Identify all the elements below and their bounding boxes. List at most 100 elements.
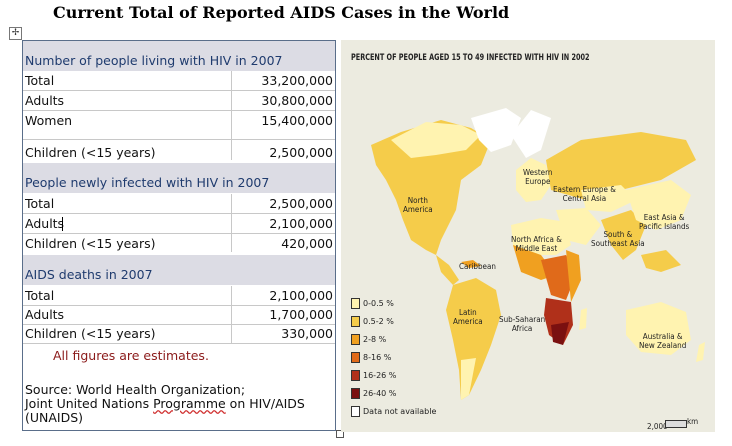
region-label-eastern-europe: Eastern Europe & Central Asia (553, 185, 616, 203)
section-header-label: People newly infected with HIV in 2007 (25, 175, 270, 190)
column-divider (231, 194, 232, 252)
south-america-south (461, 358, 476, 400)
legend-label: 26-40 % (363, 389, 397, 398)
central-america-landmass (436, 255, 459, 285)
aids-statistics-table: Number of people living with HIV in 2007… (22, 40, 336, 431)
legend-label: 0.5-2 % (363, 317, 394, 326)
region-label-western-europe: Western Europe (523, 168, 553, 186)
south-africa-core (551, 322, 569, 345)
table-move-handle-icon[interactable]: ✢ (9, 27, 22, 40)
row-label: Adults (25, 307, 65, 322)
section-header-label: AIDS deaths in 2007 (25, 267, 153, 282)
row-label: Adults (25, 93, 65, 108)
page-title: Current Total of Reported AIDS Cases in … (53, 3, 510, 22)
greenland-landmass (471, 108, 521, 152)
region-label-south-asia: South & Southeast Asia (591, 230, 645, 248)
legend-swatch (351, 316, 360, 327)
source-text: Joint United Nations (25, 396, 154, 411)
south-asia-landmass (601, 210, 646, 260)
row-label: Total (25, 288, 55, 303)
row-value: 330,000 (281, 326, 333, 341)
row-value: 420,000 (281, 236, 333, 251)
row-label: Adults (25, 216, 65, 231)
legend-label: 0-0.5 % (363, 299, 394, 308)
row-label: Women (25, 113, 73, 128)
row-value: 1,700,000 (269, 307, 333, 322)
row-value: 2,100,000 (269, 288, 333, 303)
world-map-graphic (371, 108, 705, 400)
row-label: Total (25, 196, 55, 211)
scale-unit: km (687, 417, 699, 426)
central-asia-landmass (581, 185, 636, 212)
table-row[interactable]: Total 2,500,000 (23, 194, 335, 214)
legend-label: 2-8 % (363, 335, 387, 344)
row-label: Children (<15 years) (25, 145, 156, 160)
legend-swatch (351, 388, 360, 399)
legend-item: 26-40 % (351, 388, 396, 399)
text-caret (62, 217, 63, 231)
central-africa-landmass (541, 255, 576, 300)
row-label: Total (25, 73, 55, 88)
section-header-living: Number of people living with HIV in 2007 (23, 41, 335, 71)
table-row[interactable]: Adults 30,800,000 (23, 91, 335, 111)
south-america-landmass (446, 278, 501, 400)
region-label-north-africa: North Africa & Middle East (511, 235, 562, 253)
region-label-east-asia: East Asia & Pacific Islands (639, 213, 690, 231)
section-header-newly-infected: People newly infected with HIV in 2007 (23, 163, 335, 193)
north-america-landmass (371, 120, 491, 255)
table-row[interactable]: Women 15,400,000 (23, 111, 335, 140)
row-value: 2,500,000 (269, 196, 333, 211)
western-europe-landmass (516, 158, 551, 202)
estimates-note: All figures are estimates. (53, 348, 209, 363)
table-row[interactable]: Adults 2,100,000 (23, 214, 335, 234)
source-text: on HIV/AIDS (225, 396, 305, 411)
east-asia-landmass (626, 180, 691, 230)
caribbean-islands (461, 260, 481, 268)
column-divider (231, 71, 232, 160)
legend-item: 0.5-2 % (351, 316, 394, 327)
region-label-caribbean: Caribbean (459, 262, 496, 271)
legend-label: 8-16 % (363, 353, 392, 362)
scale-bar (665, 420, 687, 428)
row-value: 30,800,000 (261, 93, 333, 108)
legend-swatch (351, 370, 360, 381)
legend-item: 2-8 % (351, 334, 386, 345)
region-label-latin-america: Latin America (453, 308, 483, 326)
region-label-north-america: North America (403, 196, 433, 214)
north-america-north (391, 122, 481, 158)
north-africa-landmass (511, 218, 571, 255)
madagascar-island (579, 308, 587, 330)
hiv-world-map[interactable]: PERCENT OF PEOPLE AGED 15 TO 49 INFECTED… (341, 40, 715, 432)
table-resize-handle[interactable] (336, 430, 344, 438)
legend-item: 0-0.5 % (351, 298, 394, 309)
source-citation: Source: World Health Organization; Joint… (25, 383, 305, 425)
spellcheck-word[interactable]: Programme (153, 396, 226, 411)
row-label: Children (<15 years) (25, 326, 156, 341)
row-value: 2,500,000 (269, 145, 333, 160)
legend-swatch (351, 298, 360, 309)
table-row[interactable]: Adults 1,700,000 (23, 305, 335, 325)
legend-item: 8-16 % (351, 352, 391, 363)
row-value: 2,100,000 (269, 216, 333, 231)
region-label-australia: Australia & New Zealand (639, 332, 687, 350)
scale-value: 2,000 (647, 422, 668, 431)
table-row[interactable]: Total 33,200,000 (23, 71, 335, 91)
legend-swatch (351, 352, 360, 363)
source-line: Joint United Nations Programme on HIV/AI… (25, 397, 305, 411)
table-row[interactable]: Total 2,100,000 (23, 286, 335, 306)
legend-swatch (351, 406, 360, 417)
legend-item: Data not available (351, 406, 436, 417)
section-header-deaths: AIDS deaths in 2007 (23, 255, 335, 285)
legend-item: 16-26 % (351, 370, 396, 381)
table-row[interactable]: Children (<15 years) 2,500,000 (23, 143, 335, 162)
southeast-asia-islands (641, 250, 681, 272)
east-africa-landmass (566, 250, 581, 302)
section-header-label: Number of people living with HIV in 2007 (25, 53, 283, 68)
eastern-europe-landmass (546, 132, 696, 200)
region-label-sub-saharan-africa: Sub-Saharan Africa (499, 315, 546, 333)
table-row[interactable]: Children (<15 years) 330,000 (23, 324, 335, 344)
australia-landmass (626, 302, 691, 355)
row-value: 33,200,000 (261, 73, 333, 88)
row-label: Children (<15 years) (25, 236, 156, 251)
table-row[interactable]: Children (<15 years) 420,000 (23, 234, 335, 253)
